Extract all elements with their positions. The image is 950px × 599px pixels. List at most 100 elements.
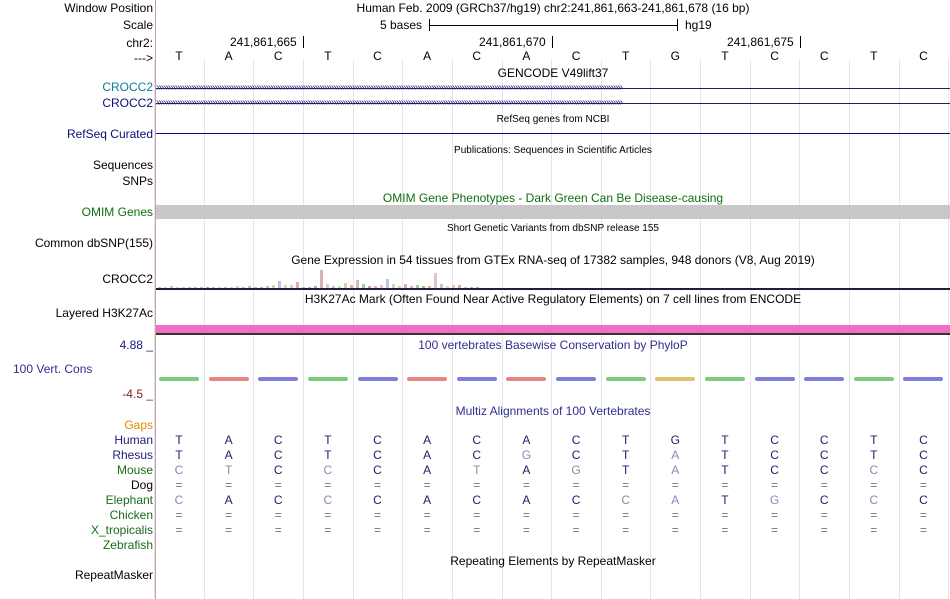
gtex-tissue-bar[interactable] — [470, 287, 473, 288]
gtex-tissue-bar[interactable] — [392, 284, 395, 288]
aligned-base: = — [771, 523, 779, 537]
gtex-track-label[interactable]: CROCC2 — [102, 272, 153, 286]
gtex-tissue-bar[interactable] — [212, 287, 215, 288]
gtex-tissue-bar[interactable] — [434, 273, 437, 288]
refseq-gene-line[interactable] — [156, 133, 950, 134]
aligned-base: A — [671, 463, 680, 477]
gencode-gene-label-1[interactable]: CROCC2 — [102, 80, 153, 94]
species-label-human: Human — [114, 433, 153, 447]
gtex-tissue-bar[interactable] — [176, 287, 179, 288]
conservation-base-mark — [804, 377, 844, 381]
gtex-tissue-bar[interactable] — [158, 287, 161, 288]
gtex-tissue-bar[interactable] — [386, 279, 389, 288]
gtex-tissue-bar[interactable] — [278, 281, 281, 288]
aligned-base: = — [473, 478, 481, 492]
sequences-track-label[interactable]: Sequences — [92, 158, 153, 172]
aligned-base: C — [373, 493, 382, 507]
gtex-tissue-bar[interactable] — [290, 285, 293, 288]
gtex-tissue-bar[interactable] — [356, 280, 359, 288]
gtex-baseline — [156, 288, 950, 290]
gtex-tissue-bar[interactable] — [242, 287, 245, 288]
gtex-tissue-bar[interactable] — [338, 286, 341, 288]
ruler-tick-label: 241,861,665 — [230, 35, 297, 49]
species-row-chicken: = = = = = = = = = = = = = = = = — [156, 508, 950, 522]
gtex-tissue-bar[interactable] — [398, 286, 401, 288]
gtex-tissue-bar[interactable] — [362, 284, 365, 288]
gtex-tissue-bar[interactable] — [374, 286, 377, 288]
gtex-tissue-bar[interactable] — [422, 286, 425, 288]
aligned-base: = — [374, 508, 382, 522]
aligned-base: T — [870, 433, 878, 447]
gtex-tissue-bar[interactable] — [296, 282, 299, 288]
gtex-tissue-bar[interactable] — [164, 287, 167, 288]
aligned-base: G — [670, 433, 680, 447]
track-data-area[interactable]: Human Feb. 2009 (GRCh37/hg19) chr2:241,8… — [154, 0, 950, 599]
gtex-tissue-bar[interactable] — [368, 286, 371, 288]
aligned-base: A — [423, 463, 432, 477]
reference-base: T — [621, 49, 630, 63]
gtex-tissue-bar[interactable] — [170, 286, 173, 288]
h3k27ac-signal[interactable] — [156, 325, 950, 333]
gtex-tissue-bar[interactable] — [218, 287, 221, 288]
gtex-tissue-bar[interactable] — [344, 283, 347, 288]
gtex-tissue-bar[interactable] — [206, 287, 209, 288]
gtex-tissue-bar[interactable] — [464, 287, 467, 288]
gtex-tissue-bar[interactable] — [248, 286, 251, 288]
gtex-tissue-bar[interactable] — [266, 286, 269, 288]
gtex-tissue-bar[interactable] — [350, 285, 353, 288]
gtex-tissue-bar[interactable] — [182, 287, 185, 288]
gtex-tissue-bar[interactable] — [272, 285, 275, 288]
aligned-base: = — [423, 508, 431, 522]
gencode-transcript-2[interactable]: ››››››››››››››››››››››››››››››››››››››››… — [156, 99, 950, 107]
gtex-tissue-bar[interactable] — [332, 286, 335, 288]
gtex-tissue-bar[interactable] — [224, 287, 227, 288]
refseq-track-label[interactable]: RefSeq Curated — [66, 127, 153, 141]
gtex-tissue-bar[interactable] — [380, 285, 383, 288]
gtex-tissue-bar[interactable] — [404, 284, 407, 288]
gencode-transcript-1[interactable]: ››››››››››››››››››››››››››››››››››››››››… — [156, 84, 950, 92]
omim-track-label[interactable]: OMIM Genes — [81, 205, 153, 219]
reference-base: C — [273, 49, 283, 63]
aligned-base: A — [522, 463, 531, 477]
repeatmasker-track-label[interactable]: RepeatMasker — [74, 568, 153, 582]
gtex-tissue-bar[interactable] — [308, 287, 311, 288]
gtex-tissue-bar[interactable] — [254, 287, 257, 288]
gtex-tissue-bar[interactable] — [314, 286, 317, 288]
conservation-base-mark — [407, 377, 447, 381]
gtex-tissue-bar[interactable] — [440, 284, 443, 288]
conservation-logo-plot[interactable] — [156, 370, 950, 395]
species-label-chicken: Chicken — [109, 508, 153, 522]
gtex-tissue-bar[interactable] — [230, 287, 233, 288]
snps-track-label[interactable]: SNPs — [122, 174, 153, 188]
gtex-tissue-bar[interactable] — [458, 285, 461, 288]
omim-feature-bar[interactable] — [156, 205, 950, 219]
aligned-base: = — [919, 523, 927, 537]
conservation-track-title: 100 vertebrates Basewise Conservation by… — [418, 338, 688, 352]
gtex-tissue-bar[interactable] — [284, 285, 287, 288]
gtex-tissue-bar[interactable] — [326, 284, 329, 288]
gtex-tissue-bar[interactable] — [236, 286, 239, 288]
species-label-dog: Dog — [130, 478, 153, 492]
gtex-tissue-bar[interactable] — [452, 285, 455, 288]
gtex-tissue-bar[interactable] — [416, 285, 419, 288]
gtex-tissue-bar[interactable] — [200, 287, 203, 288]
gtex-tissue-bar[interactable] — [260, 287, 263, 288]
gtex-tissue-bar[interactable] — [410, 286, 413, 288]
gtex-tissue-bar[interactable] — [188, 287, 191, 288]
aligned-base: C — [869, 463, 879, 477]
conservation-track-label[interactable]: 100 Vert. Cons — [13, 362, 93, 376]
aligned-base: = — [423, 478, 431, 492]
gtex-tissue-bar[interactable] — [428, 286, 431, 288]
dbsnp-track-label[interactable]: Common dbSNP(155) — [34, 236, 153, 250]
gtex-tissue-bar[interactable] — [194, 287, 197, 288]
gencode-gene-label-2[interactable]: CROCC2 — [102, 96, 153, 110]
gtex-tissue-bar[interactable] — [446, 286, 449, 288]
gtex-tissue-bar[interactable] — [476, 287, 479, 288]
aligned-base: T — [175, 448, 183, 462]
h3k27ac-track-label[interactable]: Layered H3K27Ac — [55, 306, 153, 320]
gtex-tissue-bar[interactable] — [320, 270, 323, 288]
gtex-bar-chart[interactable] — [156, 266, 950, 288]
gtex-tissue-bar[interactable] — [302, 287, 305, 288]
